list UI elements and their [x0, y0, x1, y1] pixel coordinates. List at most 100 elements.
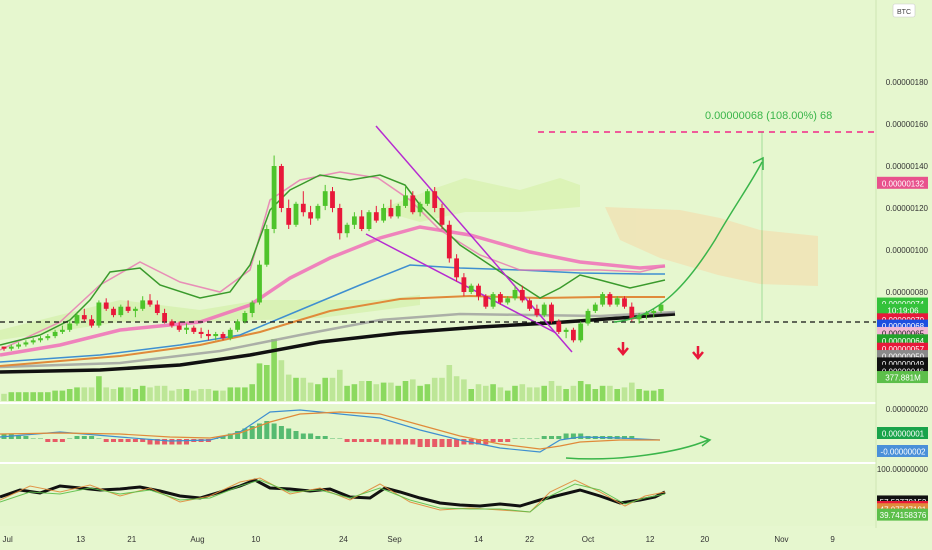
macd-hist-bar — [549, 436, 554, 439]
time-axis[interactable]: Jul 13 21 Aug 10 24 Sep 14 22 Oct 12 20 Nov 9 — [3, 535, 836, 544]
candle-body — [534, 308, 540, 316]
volume-bar — [585, 384, 591, 401]
macd-hist-bar — [38, 438, 43, 439]
price-label-badge — [877, 176, 928, 189]
macd-hist-bar — [388, 439, 394, 445]
candle-body — [600, 294, 605, 305]
candle-body — [23, 342, 29, 345]
candle-body — [111, 308, 116, 316]
volume-bar — [52, 390, 58, 401]
macd-line — [0, 409, 661, 453]
volume-bar — [643, 390, 650, 401]
macd-hist-bar — [322, 436, 328, 439]
candle-body — [96, 302, 102, 326]
volume-bar — [315, 384, 321, 401]
macd-hist-bar — [454, 439, 460, 447]
volume-bar — [621, 387, 628, 401]
rsi-label-text: 39.74158376 — [880, 511, 927, 520]
price-label-text: 0.00000068 — [882, 322, 925, 331]
volume-bar — [264, 365, 270, 401]
symbol-badge[interactable] — [892, 3, 916, 18]
volume-bar — [227, 387, 234, 401]
candle-body — [147, 300, 153, 305]
time-tick-label: 14 — [474, 535, 483, 544]
price-label-text: 0.00000057 — [882, 345, 925, 354]
volume-bar — [15, 392, 22, 401]
macd-hist-bar — [505, 439, 511, 442]
volume-bar — [504, 390, 511, 401]
volume-bar — [658, 389, 664, 401]
macd-hist-bar — [417, 439, 423, 447]
macd-hist-bar — [527, 438, 533, 439]
volume-bar — [234, 387, 241, 401]
ema-green-step — [0, 174, 666, 346]
price-tick-label: 0.00000140 — [886, 162, 929, 171]
volume-bar — [8, 392, 15, 401]
volume-bar — [417, 385, 423, 401]
macd-panel-bg — [0, 405, 876, 462]
candlesticks — [1, 155, 664, 351]
candle-body — [227, 329, 233, 339]
price-label-text: 0.00000132 — [882, 179, 925, 188]
projection-arrow-path — [613, 161, 763, 323]
volume-bar — [169, 390, 175, 401]
volume-bar — [446, 365, 453, 401]
candle-body — [74, 315, 80, 324]
volume-bar — [592, 389, 599, 401]
rsi-tick-label: 100.00000000 — [877, 465, 929, 474]
candle-body — [446, 224, 452, 259]
volume-bar — [358, 381, 365, 401]
volume-bar — [242, 387, 248, 401]
candle-body — [651, 310, 657, 313]
volume-bar — [37, 392, 44, 401]
macd-hist-bar — [476, 439, 481, 445]
candle-body — [607, 294, 613, 305]
volume-bar — [293, 377, 299, 401]
volume-bar — [497, 387, 504, 401]
candle-body — [395, 205, 401, 217]
macd-hist-bar — [59, 439, 65, 442]
macd-hist-bar — [563, 433, 569, 439]
volume-bar — [118, 387, 124, 401]
time-tick-label: 20 — [700, 535, 709, 544]
time-tick-label: 9 — [830, 535, 835, 544]
volume-bar — [271, 339, 277, 401]
time-tick-label: 13 — [76, 535, 85, 544]
volume-bar — [191, 390, 197, 401]
macd-hist-bar — [81, 436, 87, 439]
candle-body — [622, 298, 627, 307]
time-tick-label: 24 — [339, 535, 348, 544]
candle-body — [271, 166, 277, 229]
macd-hist-bar — [235, 431, 241, 439]
macd-hist-bar — [556, 436, 562, 439]
macd-hist-bar — [118, 439, 124, 442]
volume-bar — [402, 381, 409, 401]
macd-hist-bar — [337, 438, 343, 439]
price-tick-label: 0.00000080 — [886, 288, 929, 297]
volume-bar — [351, 384, 358, 401]
candle-body — [322, 191, 328, 206]
volume-bar — [1, 393, 7, 401]
volume-bar — [147, 387, 153, 401]
candle-body — [176, 325, 182, 330]
volume-bar — [329, 377, 336, 401]
price-axis[interactable]: BTC 0.00000180 0.00000160 0.00000140 0.0000… — [877, 0, 932, 528]
ma-gray — [0, 310, 676, 369]
candle-body — [16, 344, 21, 347]
volume-bar — [526, 387, 533, 401]
candle-body — [498, 294, 503, 303]
candle-body — [490, 294, 496, 307]
candle-body — [337, 208, 343, 234]
volume-bar — [30, 392, 36, 401]
candle-body — [133, 308, 138, 311]
candle-body — [184, 327, 189, 330]
volume-bar — [483, 385, 489, 401]
time-axis-bg — [0, 528, 932, 550]
volume-bar — [344, 385, 350, 401]
volume-bar — [475, 384, 482, 401]
candle-body — [30, 340, 36, 343]
macd-hist-bar — [403, 439, 408, 445]
macd-hist-bar — [395, 439, 401, 445]
candle-body — [629, 306, 635, 320]
